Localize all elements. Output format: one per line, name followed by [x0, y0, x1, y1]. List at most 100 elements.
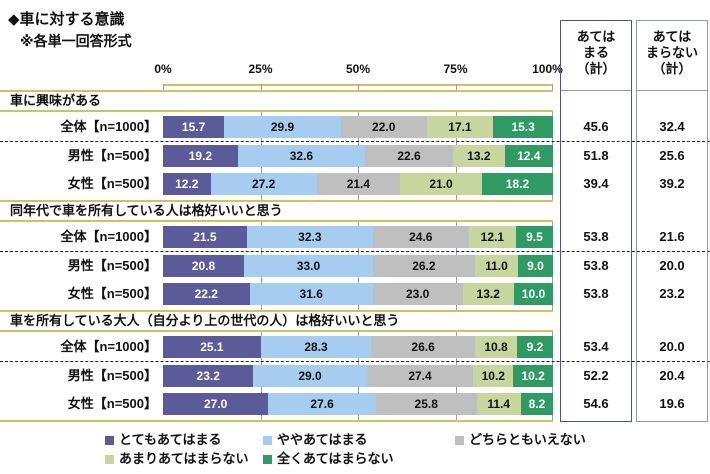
x-axis-tick-label: 75%: [443, 62, 468, 76]
legend-row: あまりあてはまらない 全くあてはまらない: [105, 449, 586, 468]
row-gap: [0, 332, 710, 336]
disagree-total-value: 21.6: [659, 229, 685, 244]
bar-segment: 17.1: [426, 116, 494, 138]
axis-tick: [260, 358, 262, 365]
agree-total-value: 53.4: [583, 339, 609, 354]
x-axis: 0% 25% 50% 75% 100%: [0, 62, 710, 78]
axis-tick: [358, 84, 359, 90]
bar-segment: 21.5: [163, 226, 247, 248]
axis-tick: [455, 167, 457, 173]
row-label: 女性【n=500】: [67, 286, 157, 301]
x-axis-tick-label: 25%: [248, 62, 273, 76]
axis-tick: [552, 222, 553, 226]
legend-label: ややあてはまる: [277, 432, 368, 447]
agree-total-value: 52.2: [583, 368, 609, 383]
chart-table: 車に興味がある 全体【n=1000】 15.7 29.9 22.0 17.1 15.3 45.…: [0, 84, 710, 422]
axis-tick: [358, 138, 359, 145]
legend-item: あまりあてはまらない: [105, 449, 263, 468]
table-row: 全体【n=1000】 25.1 28.3 26.6 10.8 9.2 53.4 20.0: [0, 336, 710, 358]
dashed-separator: [0, 358, 710, 365]
bar-segment: 23.2: [163, 365, 254, 387]
axis-tick: [455, 195, 457, 200]
axis-tick: [552, 167, 553, 173]
x-axis-tick-label: 50%: [345, 62, 371, 76]
disagree-total-value: 20.4: [659, 368, 685, 383]
bar-segment: 12.4: [504, 145, 553, 167]
stacked-bar: 25.1 28.3 26.6 10.8 9.2: [163, 336, 553, 358]
axis-tick: [358, 332, 359, 336]
bar-segment: 25.8: [375, 393, 477, 415]
bar-segment: 10.8: [474, 336, 518, 358]
bar-segment: 9.2: [517, 336, 553, 358]
axis-tick: [358, 222, 359, 226]
table-row: 男性【n=500】 20.8 33.0 26.2 11.0 9.0 53.8 20.0: [0, 255, 710, 277]
bar-segment: 18.2: [482, 173, 553, 195]
axis-tick: [358, 277, 359, 283]
bar-segment: 11.0: [474, 255, 518, 277]
row-gap: [0, 222, 710, 226]
axis-tick: [260, 138, 262, 145]
bar-segment: 12.1: [468, 226, 516, 248]
axis-tick: [455, 387, 457, 393]
axis-tick: [455, 415, 457, 420]
disagree-total-value: 32.4: [659, 119, 685, 134]
section-heading: 車を所有している大人（自分より上の世代の人）は格好いいと思う: [0, 310, 553, 332]
legend-item: とてもあてはまる: [105, 430, 263, 449]
axis-tick: [455, 112, 457, 116]
axis-tick: [552, 138, 553, 145]
bar-segment: 10.2: [473, 365, 514, 387]
bar-segment: 15.3: [493, 116, 553, 138]
agree-total-value: 45.6: [583, 119, 609, 134]
disagree-total-value: 20.0: [659, 258, 685, 273]
row-label: 全体【n=1000】: [60, 339, 157, 354]
section-header-row: 同年代で車を所有している人は格好いいと思う: [0, 200, 710, 222]
row-label: 男性【n=500】: [67, 148, 157, 163]
disagree-total-value: 39.2: [659, 176, 685, 191]
bar-segment: 31.6: [249, 283, 373, 305]
axis-tick: [455, 332, 457, 336]
legend-item: 全くあてはまらない: [263, 449, 393, 468]
legend-swatch-icon: [105, 436, 114, 445]
bar-segment: 9.0: [517, 255, 553, 277]
row-label: 男性【n=500】: [67, 368, 157, 383]
bar-segment: 33.0: [244, 255, 373, 277]
bar-segment: 24.6: [372, 226, 469, 248]
axis-tick: [358, 387, 359, 393]
legend-swatch-icon: [105, 455, 114, 464]
x-axis-tick-label: 100%: [532, 62, 563, 76]
row-gap: [0, 112, 710, 116]
bar-segment: 8.2: [520, 393, 553, 415]
axis-tick: [552, 112, 553, 116]
axis-tick: [552, 305, 553, 310]
axis-tick: [260, 305, 262, 310]
stacked-bar: 20.8 33.0 26.2 11.0 9.0: [163, 255, 553, 277]
bar-segment: 29.9: [224, 116, 341, 138]
bar-segment: 10.2: [513, 365, 553, 387]
axis-tick: [455, 358, 457, 365]
axis-tick: [260, 112, 262, 116]
axis-tick: [358, 195, 359, 200]
bar-segment: 13.2: [453, 145, 505, 167]
legend: とてもあてはまる ややあてはまる どちらともいえない あまりあてはまらない 全くあてはま…: [105, 430, 586, 468]
axis-tick: [552, 387, 553, 393]
section-header-row: 車を所有している大人（自分より上の世代の人）は格好いいと思う: [0, 310, 710, 332]
bar-segment: 15.7: [163, 116, 225, 138]
axis-tick: [455, 305, 457, 310]
bar-segment: 27.6: [268, 393, 376, 415]
axis-tick: [260, 222, 262, 226]
axis-tick: [260, 167, 262, 173]
bar-segment: 22.0: [340, 116, 427, 138]
legend-label: とてもあてはまる: [119, 432, 222, 447]
bar-segment: 12.2: [163, 173, 211, 195]
table-row: 男性【n=500】 19.2 32.6 22.6 13.2 12.4 51.8 25.6: [0, 145, 710, 167]
bar-segment: 27.4: [366, 365, 474, 387]
bar-segment: 27.0: [163, 393, 269, 415]
legend-row: とてもあてはまる ややあてはまる どちらともいえない: [105, 430, 586, 449]
bar-segment: 32.6: [237, 145, 365, 167]
bar-segment: 10.0: [513, 283, 553, 305]
stacked-bar: 12.2 27.2 21.4 21.0 18.2: [163, 173, 553, 195]
axis-tick: [260, 248, 262, 255]
bar-segment: 32.3: [246, 226, 373, 248]
legend-swatch-icon: [263, 455, 272, 464]
